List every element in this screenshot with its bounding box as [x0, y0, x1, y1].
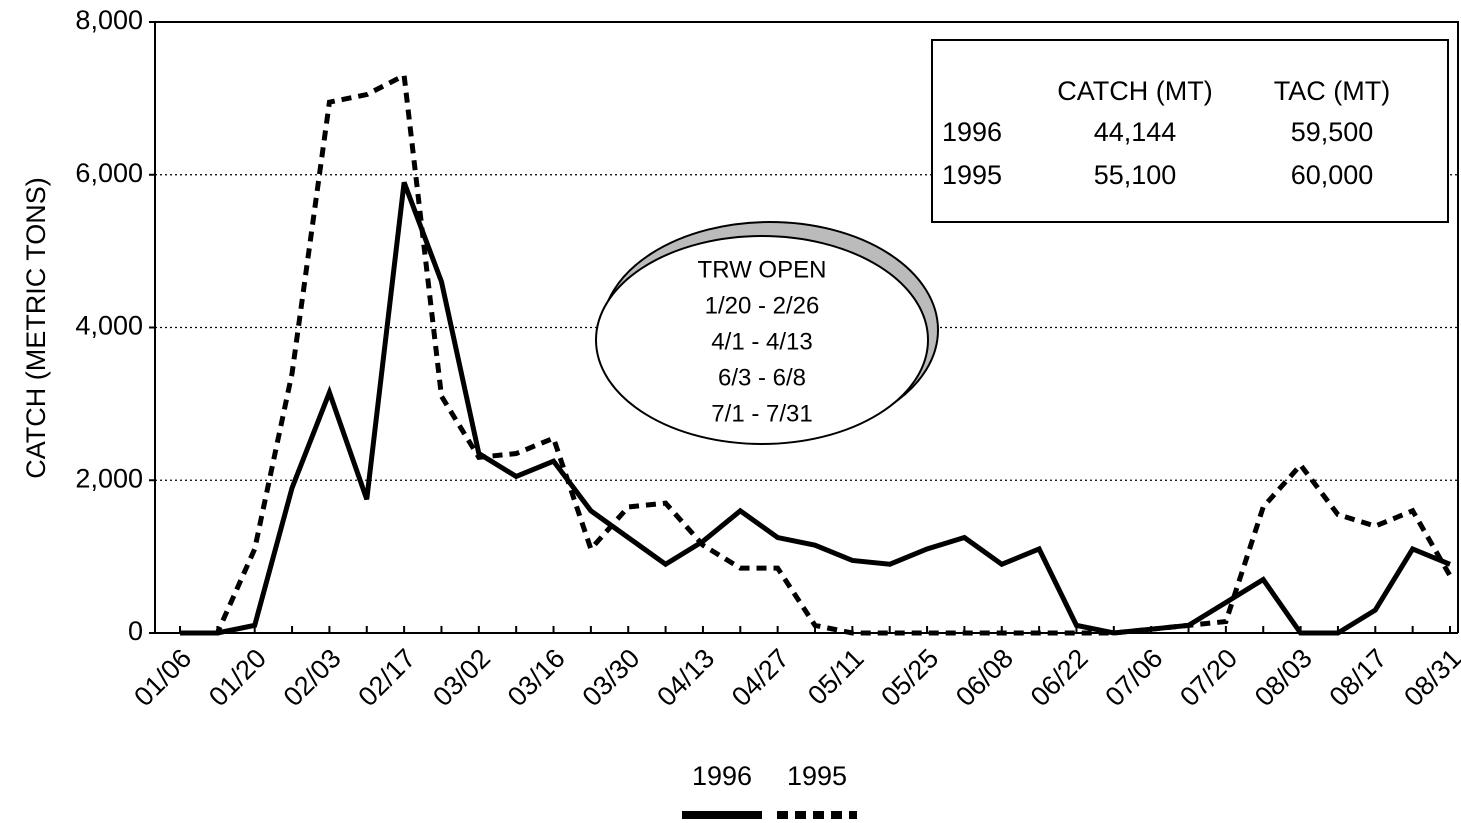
table-header: CATCH (MT) — [1057, 76, 1212, 106]
x-tick-label: 03/02 — [427, 643, 496, 712]
note-line: TRW OPEN — [698, 256, 827, 283]
table-cell: 60,000 — [1291, 160, 1374, 190]
legend-label: 1995 — [787, 761, 847, 791]
x-tick-label: 08/31 — [1398, 643, 1461, 712]
x-tick-label: 06/22 — [1025, 643, 1094, 712]
x-tick-label: 06/08 — [950, 643, 1019, 712]
x-tick-label: 08/03 — [1249, 643, 1318, 712]
x-tick-label: 01/06 — [128, 643, 197, 712]
table-cell: 1996 — [942, 117, 1002, 147]
table-cell: 44,144 — [1094, 117, 1177, 147]
x-tick-label: 03/30 — [577, 643, 646, 712]
x-tick-label: 07/06 — [1099, 643, 1168, 712]
x-tick-label: 04/27 — [726, 643, 795, 712]
y-tick-label: 8,000 — [75, 5, 143, 35]
summary-box — [931, 39, 1449, 223]
note-line: 1/20 - 2/26 — [705, 292, 820, 319]
table-cell: 55,100 — [1094, 160, 1177, 190]
table-cell: 59,500 — [1291, 117, 1374, 147]
x-tick-label: 03/16 — [502, 643, 571, 712]
x-tick-label: 08/17 — [1324, 643, 1393, 712]
x-tick-label: 02/17 — [352, 643, 421, 712]
y-tick-label: 6,000 — [75, 158, 143, 188]
x-tick-label: 05/25 — [875, 643, 944, 712]
note-line: 7/1 - 7/31 — [711, 400, 812, 427]
y-tick-label: 2,000 — [75, 463, 143, 493]
y-tick-label: 0 — [128, 616, 143, 646]
x-tick-label: 04/13 — [651, 643, 720, 712]
series-line — [180, 181, 1451, 636]
table-cell: 1995 — [942, 160, 1002, 190]
x-tick-label: 05/11 — [802, 643, 870, 711]
series-line — [180, 71, 1453, 636]
table-header: TAC (MT) — [1274, 76, 1390, 106]
note-line: 6/3 - 6/8 — [718, 364, 806, 391]
x-tick-label: 02/03 — [278, 643, 347, 712]
note-ellipse — [595, 235, 929, 445]
y-axis-label: CATCH (METRIC TONS) — [21, 177, 51, 479]
legend-label: 1996 — [692, 761, 752, 791]
y-tick-label: 4,000 — [75, 311, 143, 341]
note-line: 4/1 - 4/13 — [711, 328, 812, 355]
x-tick-label: 01/20 — [203, 643, 272, 712]
x-tick-label: 07/20 — [1174, 643, 1243, 712]
